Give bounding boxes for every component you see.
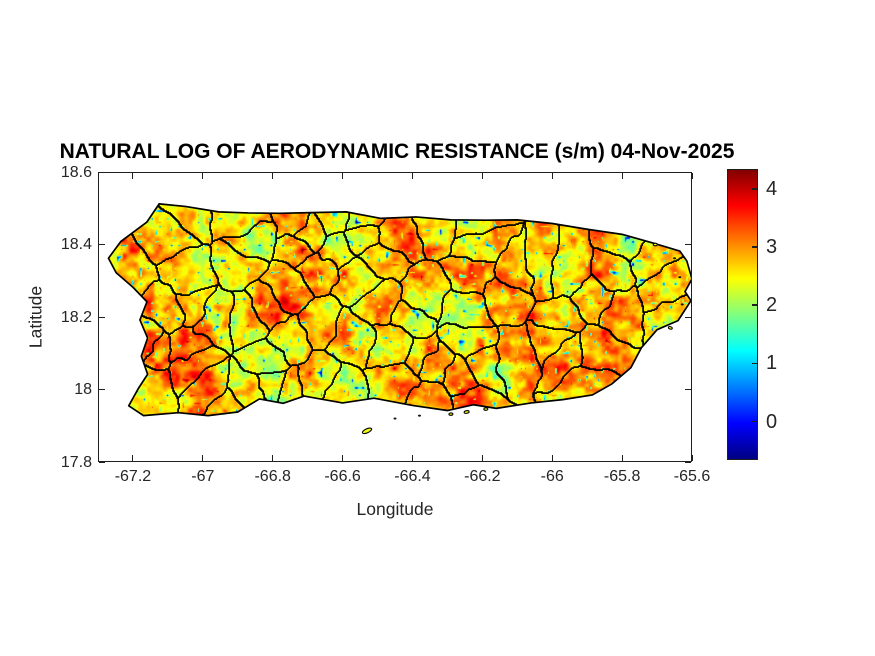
x-axis-label: Longitude: [356, 499, 434, 519]
y-axis-label: Latitude: [25, 285, 46, 349]
y-tick-label: 18.4: [60, 236, 92, 253]
x-tick-label: -65.6: [673, 468, 711, 485]
x-tick-label: -66: [540, 468, 564, 485]
colorbar-tick-label: 4: [766, 177, 778, 200]
colorbar: [727, 169, 758, 460]
y-tick-label: 18.2: [60, 308, 92, 326]
x-tick-label: -66.4: [394, 468, 431, 485]
colorbar-tick-label: 2: [766, 294, 778, 317]
colorbar-tick-label: 3: [766, 235, 778, 258]
x-tick-label: -65.8: [603, 468, 641, 485]
chart-title: NATURAL LOG OF AERODYNAMIC RESISTANCE (s…: [59, 140, 735, 163]
x-tick-label: -66.6: [324, 468, 361, 485]
puerto-rico-heatmap-canvas: [98, 172, 692, 462]
y-tick-label: 17.8: [60, 453, 92, 471]
colorbar-tick-label: 1: [766, 352, 778, 375]
colorbar-tick-label: 0: [766, 410, 778, 433]
x-tick-label: -66.8: [254, 468, 291, 485]
x-tick-label: -67: [191, 468, 215, 485]
y-tick-label: 18.6: [60, 163, 92, 181]
y-tick-label: 18: [74, 381, 92, 398]
x-tick-label: -67.2: [114, 468, 152, 485]
x-tick-label: -66.2: [464, 468, 501, 485]
